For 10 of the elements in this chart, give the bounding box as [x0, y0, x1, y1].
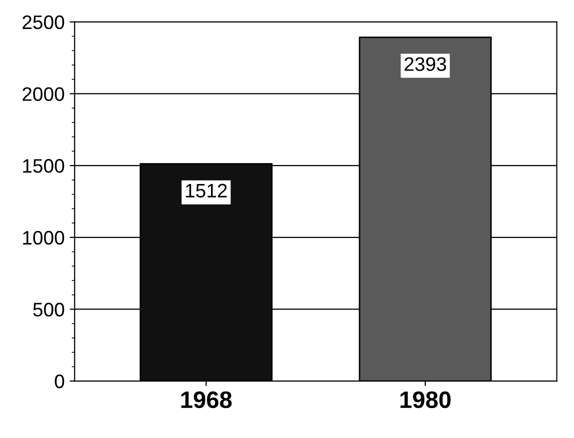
y-tick-label: 0	[54, 374, 64, 388]
data-label: 2393	[404, 57, 446, 71]
y-tick-label: 1000	[23, 230, 64, 245]
x-tick-label: 1980	[400, 391, 451, 408]
y-tick-label: 2500	[22, 15, 64, 30]
y-tick-label: 500	[33, 302, 64, 316]
data-label: 1512	[186, 184, 227, 198]
y-tick-label: 2000	[22, 87, 64, 101]
y-tick-label: 1500	[23, 159, 64, 173]
x-tick-label: 1968	[181, 391, 232, 408]
